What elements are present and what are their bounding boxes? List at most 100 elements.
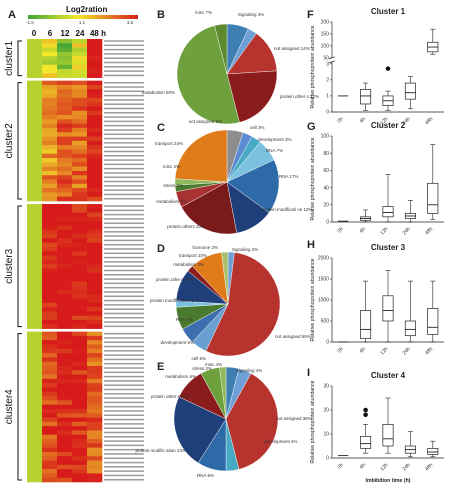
heatmap-cell bbox=[27, 145, 43, 150]
heatmap-cell bbox=[57, 340, 73, 345]
gene-id-line bbox=[104, 286, 144, 289]
heatmap-cell bbox=[87, 196, 103, 202]
heatmap-cell bbox=[42, 166, 58, 172]
gene-id-line bbox=[104, 226, 144, 229]
heatmap-cell bbox=[57, 106, 73, 112]
gene-id-line bbox=[104, 405, 144, 408]
heatmap-cell bbox=[42, 477, 58, 483]
heatmap-cell bbox=[42, 136, 58, 142]
heatmap-cell bbox=[42, 119, 58, 124]
heatmap-cell bbox=[42, 383, 58, 388]
heatmap-cell bbox=[72, 89, 88, 94]
heatmap-cell bbox=[42, 378, 58, 384]
heatmap-cell bbox=[72, 225, 88, 231]
heatmap-cell bbox=[27, 340, 43, 345]
gene-id-line bbox=[104, 427, 144, 429]
heatmap-cell bbox=[27, 443, 43, 448]
y-tick-label: 20 bbox=[323, 203, 329, 209]
heatmap-column-label: 24 bbox=[76, 29, 85, 38]
heatmap-cell bbox=[72, 421, 88, 427]
gene-id-line bbox=[104, 345, 144, 348]
heatmap-cell bbox=[57, 294, 73, 299]
gene-id-line bbox=[104, 457, 144, 460]
y-tick-label: 60 bbox=[323, 168, 329, 174]
heatmap-cell bbox=[87, 212, 103, 218]
box-iqr bbox=[360, 310, 372, 339]
heatmap-cell bbox=[27, 421, 43, 427]
heatmap-cell bbox=[27, 456, 43, 461]
heatmap-cell bbox=[57, 255, 73, 261]
gene-id-line bbox=[104, 282, 144, 285]
x-tick-label: 0h bbox=[336, 462, 344, 470]
heatmap-cell bbox=[42, 251, 58, 256]
heatmap-cell bbox=[27, 400, 43, 405]
heatmap-cell bbox=[27, 289, 43, 295]
heatmap-cell bbox=[57, 192, 73, 197]
heatmap-cell bbox=[27, 203, 43, 209]
heatmap-cell bbox=[42, 158, 58, 163]
heatmap-cell bbox=[27, 361, 43, 367]
gene-id-line bbox=[104, 74, 144, 77]
gene-id-line bbox=[104, 112, 144, 114]
box-chart-title: Cluster 3 bbox=[371, 243, 406, 252]
y-tick-label: 1000 bbox=[318, 298, 329, 304]
gene-id-line bbox=[104, 410, 144, 412]
heatmap-cell bbox=[42, 69, 58, 74]
heatmap-cell bbox=[87, 302, 103, 308]
heatmap-cell bbox=[27, 430, 43, 436]
heatmap-cell bbox=[42, 196, 58, 202]
x-tick-label: 48h bbox=[424, 346, 434, 356]
heatmap-cell bbox=[87, 175, 103, 180]
heatmap-cell bbox=[27, 365, 43, 371]
x-tick-label: 24h bbox=[402, 226, 412, 236]
gene-id-line bbox=[104, 213, 144, 216]
heatmap-cell bbox=[27, 93, 43, 99]
heatmap-cell bbox=[27, 234, 43, 239]
y-tick-label: 1 bbox=[326, 94, 329, 100]
heatmap-cell bbox=[27, 434, 43, 440]
heatmap-cell bbox=[72, 344, 88, 350]
x-tick-label: 12h bbox=[379, 116, 389, 126]
heatmap-cell bbox=[27, 153, 43, 159]
heatmap-cell bbox=[57, 348, 73, 354]
y-tick-label: 10 bbox=[323, 432, 329, 438]
heatmap-cell bbox=[87, 430, 103, 436]
heatmap-cell bbox=[87, 281, 103, 286]
heatmap-cell bbox=[87, 460, 103, 466]
heatmap-cell bbox=[42, 430, 58, 436]
pie-slice bbox=[176, 25, 240, 125]
heatmap-cell bbox=[72, 357, 88, 362]
heatmap-cell bbox=[87, 447, 103, 453]
heatmap-cell bbox=[72, 365, 88, 371]
gene-id-line bbox=[104, 337, 144, 339]
heatmap-cell bbox=[72, 370, 88, 375]
heatmap-cell bbox=[57, 136, 73, 142]
heatmap-cell bbox=[42, 396, 58, 401]
heatmap-cell bbox=[42, 140, 58, 146]
heatmap-cell bbox=[42, 51, 58, 57]
heatmap-cell bbox=[42, 302, 58, 308]
heatmap-cell bbox=[87, 234, 103, 239]
heatmap-cell bbox=[57, 447, 73, 453]
cluster-bracket bbox=[17, 40, 22, 77]
heatmap-cell bbox=[87, 229, 103, 235]
heatmap-cell bbox=[72, 404, 88, 410]
panel-letter-c: C bbox=[157, 122, 165, 134]
heatmap-cell bbox=[87, 285, 103, 291]
cluster-label: cluster3 bbox=[4, 248, 15, 283]
colorbar-tick: 1.1 bbox=[79, 20, 86, 25]
pie-label: stress 2% bbox=[192, 366, 212, 371]
heatmap-cell bbox=[87, 400, 103, 405]
heatmap-cell bbox=[72, 84, 88, 90]
heatmap-cell bbox=[42, 404, 58, 410]
heatmap-cell bbox=[27, 208, 43, 213]
pie-label: misc 7% bbox=[195, 10, 212, 15]
heatmap-cell bbox=[57, 320, 73, 325]
heatmap-cell bbox=[87, 311, 103, 317]
heatmap-cell bbox=[87, 277, 103, 282]
heatmap-cell bbox=[42, 212, 58, 218]
heatmap-cell bbox=[72, 469, 88, 474]
x-tick-label: 12h bbox=[379, 346, 389, 356]
heatmap-cell bbox=[27, 348, 43, 354]
heatmap-cell bbox=[72, 473, 88, 479]
